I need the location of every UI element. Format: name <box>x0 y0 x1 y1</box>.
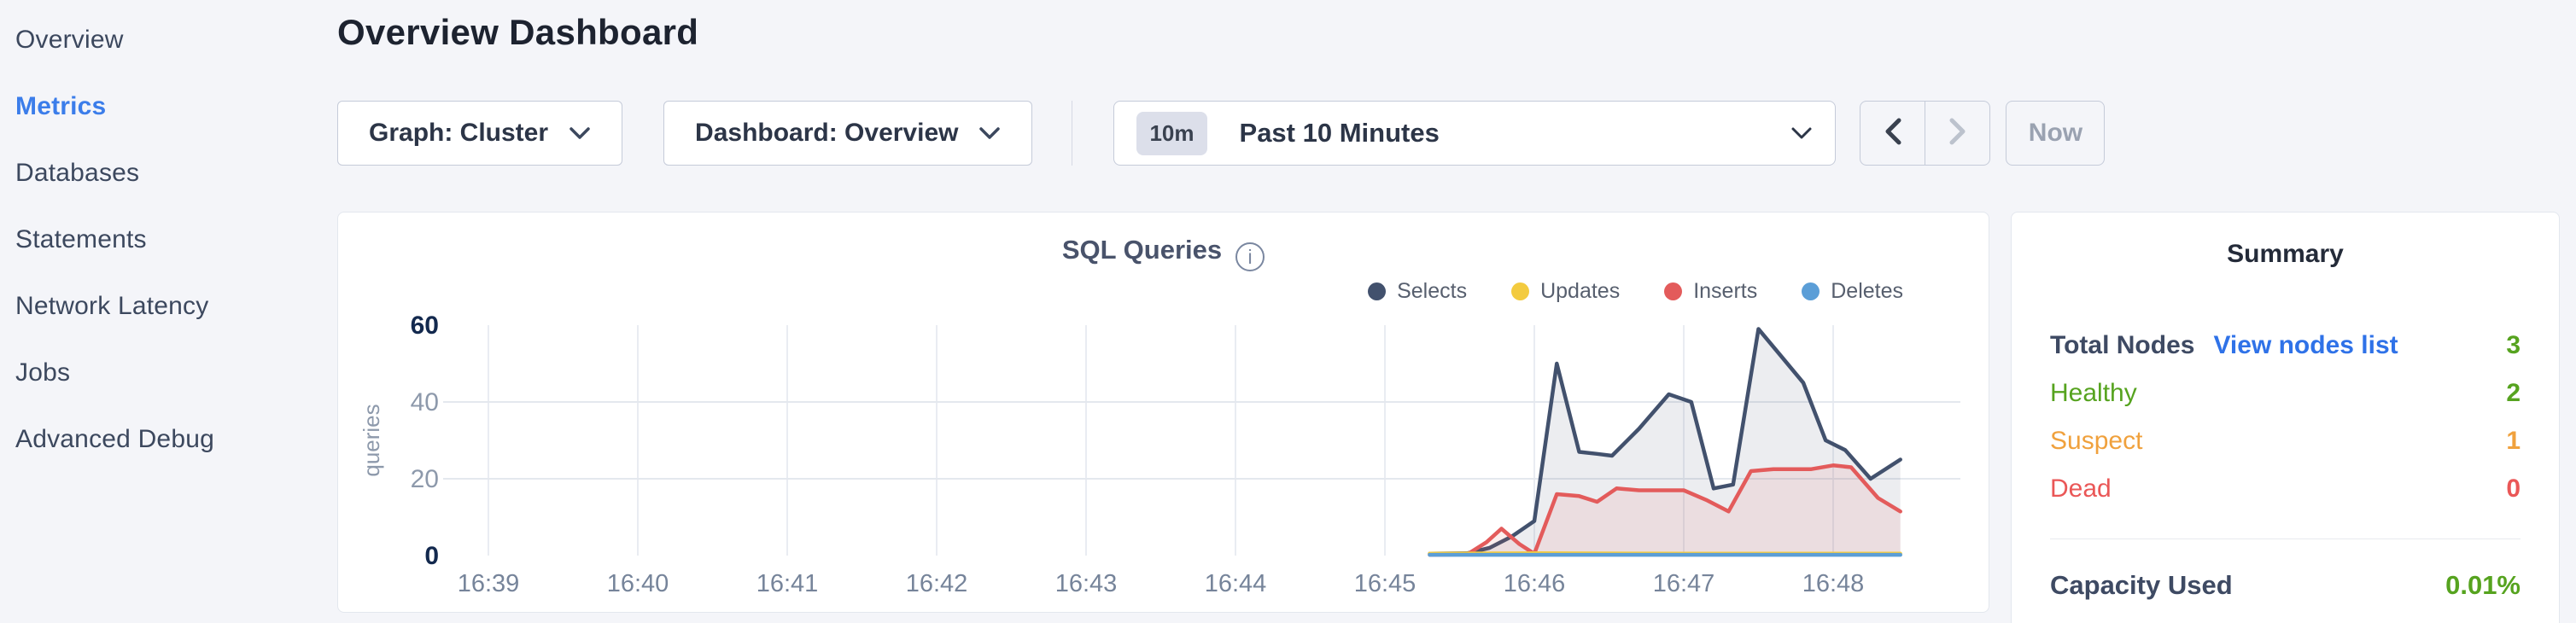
svg-text:0: 0 <box>424 542 439 570</box>
info-icon[interactable]: i <box>1235 242 1265 271</box>
capacity-used-value: 0.01% <box>2445 570 2521 600</box>
view-nodes-list-link[interactable]: View nodes list <box>2213 331 2398 359</box>
summary-row-healthy: Healthy 2 <box>2050 370 2521 417</box>
svg-text:16:46: 16:46 <box>1504 570 1566 597</box>
legend-item-selects: Selects <box>1368 279 1467 304</box>
page-title: Overview Dashboard <box>337 12 699 52</box>
healthy-value: 2 <box>2506 379 2521 407</box>
time-step-back-button[interactable] <box>1860 102 1925 165</box>
svg-text:16:41: 16:41 <box>756 570 819 597</box>
sidebar-item-advanced-debug[interactable]: Advanced Debug <box>15 425 214 453</box>
chevron-left-icon <box>1884 117 1902 150</box>
total-nodes-value: 3 <box>2506 331 2521 359</box>
dead-value: 0 <box>2506 475 2521 503</box>
graph-scope-dropdown[interactable]: Graph: Cluster <box>337 101 623 166</box>
time-step-forward-button[interactable] <box>1925 102 1989 165</box>
svg-text:16:44: 16:44 <box>1205 570 1267 597</box>
legend-label-selects: Selects <box>1397 279 1468 303</box>
sql-queries-chart[interactable]: 0 20 40 60 16:39 16:40 16:41 16:42 16:43 16:44 16:… <box>338 213 1989 612</box>
svg-text:60: 60 <box>411 312 439 340</box>
summary-title: Summary <box>2227 240 2344 268</box>
sidebar-item-metrics[interactable]: Metrics <box>15 92 107 120</box>
sidebar-item-statements[interactable]: Statements <box>15 225 147 253</box>
legend-dot-updates <box>1511 282 1530 300</box>
chart-title-row: SQL Queries i <box>338 235 1989 271</box>
time-range-dropdown[interactable]: 10m Past 10 Minutes <box>1113 101 1837 166</box>
graph-scope-label: Graph: Cluster <box>369 119 549 147</box>
sidebar-nav: Overview Metrics Databases Statements Networ… <box>0 0 333 623</box>
chevron-down-icon <box>569 126 591 140</box>
svg-text:16:43: 16:43 <box>1055 570 1118 597</box>
summary-panel: Summary Total Nodes View nodes list 3 Healt… <box>2011 212 2560 623</box>
chevron-right-icon <box>1948 117 1967 150</box>
svg-text:16:45: 16:45 <box>1354 570 1417 597</box>
dead-label: Dead <box>2050 475 2112 503</box>
summary-row-total-nodes: Total Nodes View nodes list 3 <box>2050 322 2521 370</box>
svg-text:queries: queries <box>359 404 384 476</box>
toolbar: Graph: Cluster Dashboard: Overview 10m P… <box>337 101 2106 166</box>
total-nodes-label: Total Nodes <box>2050 331 2195 359</box>
svg-text:16:42: 16:42 <box>906 570 968 597</box>
sidebar-item-jobs[interactable]: Jobs <box>15 358 71 387</box>
svg-text:20: 20 <box>411 465 439 493</box>
suspect-value: 1 <box>2506 427 2521 455</box>
svg-text:16:40: 16:40 <box>607 570 669 597</box>
chevron-down-icon <box>1790 126 1813 140</box>
sidebar-item-overview[interactable]: Overview <box>15 26 124 54</box>
capacity-used-label: Capacity Used <box>2050 570 2233 600</box>
svg-text:40: 40 <box>411 388 439 416</box>
legend-dot-selects <box>1368 282 1387 300</box>
suspect-label: Suspect <box>2050 427 2143 455</box>
healthy-label: Healthy <box>2050 379 2137 407</box>
svg-text:16:48: 16:48 <box>1802 570 1865 597</box>
chart-title: SQL Queries <box>1061 235 1223 265</box>
dashboard-dropdown[interactable]: Dashboard: Overview <box>663 101 1033 166</box>
legend-item-updates: Updates <box>1511 279 1620 304</box>
summary-row-suspect: Suspect 1 <box>2050 417 2521 465</box>
legend-label-deletes: Deletes <box>1831 279 1903 303</box>
svg-text:16:47: 16:47 <box>1653 570 1715 597</box>
sidebar-item-databases[interactable]: Databases <box>15 159 140 187</box>
now-button[interactable]: Now <box>2006 101 2106 166</box>
legend-item-deletes: Deletes <box>1802 279 1903 304</box>
svg-text:16:39: 16:39 <box>458 570 520 597</box>
legend-label-updates: Updates <box>1540 279 1621 303</box>
summary-rows: Total Nodes View nodes list 3 Healthy 2 Suspe… <box>2050 322 2521 513</box>
legend-item-inserts: Inserts <box>1664 279 1757 304</box>
dashboard-dropdown-label: Dashboard: Overview <box>695 119 959 147</box>
time-step-buttons <box>1860 101 1991 166</box>
sidebar-item-network-latency[interactable]: Network Latency <box>15 292 209 320</box>
legend-dot-deletes <box>1802 282 1820 300</box>
chevron-down-icon <box>978 126 1001 140</box>
sql-queries-chart-card: SQL Queries i Selects Updates Inserts Delete… <box>337 212 1989 613</box>
capacity-description: You are using 47.5 MiB of 515.9 GiB usab… <box>2050 616 2521 623</box>
time-range-badge: 10m <box>1136 111 1207 155</box>
chart-legend: Selects Updates Inserts Deletes <box>1368 279 1903 304</box>
legend-dot-inserts <box>1664 282 1683 300</box>
summary-row-dead: Dead 0 <box>2050 465 2521 513</box>
legend-label-inserts: Inserts <box>1693 279 1758 303</box>
time-range-label: Past 10 Minutes <box>1239 118 1440 148</box>
capacity-used-row: Capacity Used 0.01% <box>2050 570 2521 601</box>
